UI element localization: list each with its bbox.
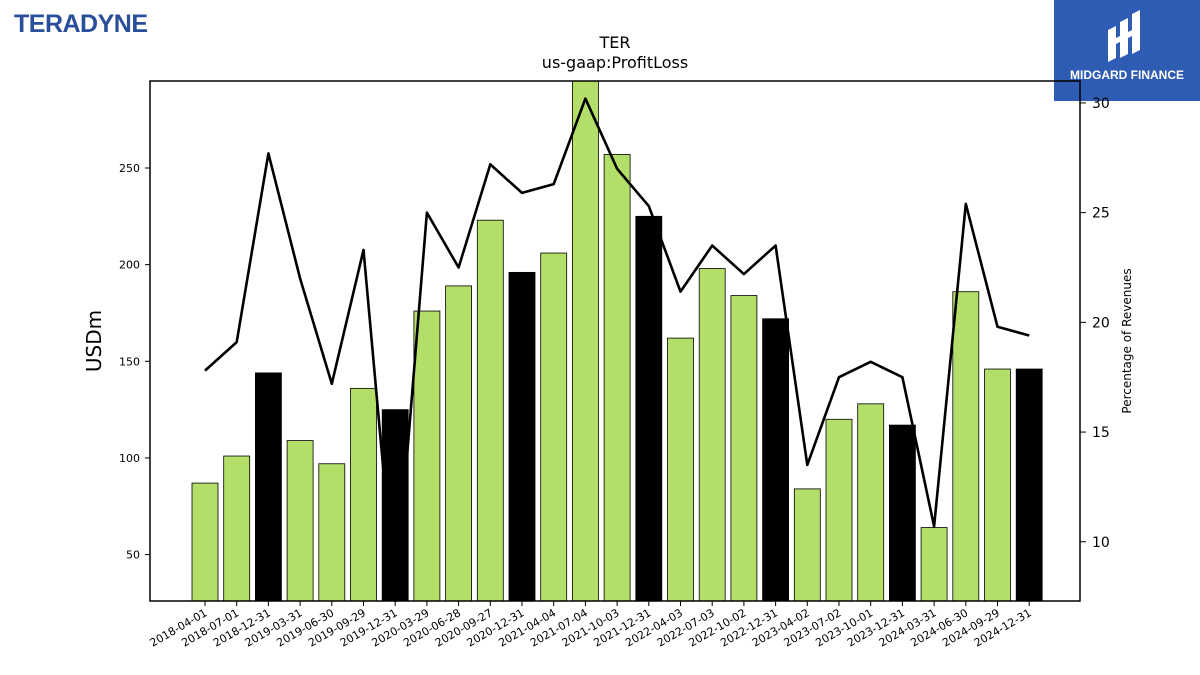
- bar: [952, 291, 980, 602]
- y-axis-label: USDm: [82, 310, 106, 372]
- bar: [572, 80, 599, 602]
- bar: [540, 252, 568, 602]
- y-tick-label: 250: [119, 162, 140, 175]
- teradyne-logo: TERADYNE: [14, 10, 148, 38]
- bar: [1015, 368, 1043, 602]
- y-tick-label: 100: [119, 452, 140, 465]
- bar: [191, 482, 219, 602]
- plot-frame: [149, 80, 1081, 602]
- revenue-percentage-line: [204, 97, 1030, 603]
- bar: [603, 154, 631, 602]
- y-tick-label: 50: [126, 549, 140, 562]
- bar: [793, 488, 821, 602]
- bar: [223, 455, 251, 602]
- y-tick-label: 200: [119, 259, 140, 272]
- chart-subtitle: us-gaap:ProfitLoss: [541, 53, 689, 72]
- y2-tick-label: 10: [1092, 535, 1110, 551]
- y2-tick-label: 20: [1092, 315, 1110, 331]
- midgard-finance-logo: MIDGARD FINANCE: [1054, 0, 1200, 101]
- chart-title: TER: [599, 33, 631, 52]
- bar: [350, 387, 377, 602]
- y-tick-label: 150: [119, 355, 140, 368]
- y2-axis-label: Percentage of Revenues: [1120, 268, 1134, 413]
- bar: [730, 295, 758, 602]
- bar: [318, 463, 346, 602]
- bar: [889, 424, 916, 602]
- bar: [254, 372, 282, 602]
- bar: [667, 337, 694, 602]
- bar: [476, 219, 504, 602]
- bar: [984, 368, 1011, 602]
- bar: [698, 268, 726, 602]
- y2-tick-label: 25: [1092, 206, 1110, 222]
- bar: [825, 418, 853, 602]
- bar: [445, 285, 473, 602]
- midgard-logo-icon: [1108, 10, 1140, 62]
- bar: [508, 271, 536, 602]
- y2-tick-label: 30: [1092, 96, 1110, 112]
- bar: [635, 215, 663, 602]
- bar: [920, 527, 948, 602]
- y2-tick-label: 15: [1092, 425, 1110, 441]
- bar: [762, 318, 789, 602]
- bar: [857, 403, 885, 602]
- bar: [413, 310, 441, 602]
- bar: [286, 440, 314, 602]
- midgard-finance-label: MIDGARD FINANCE: [1070, 68, 1184, 82]
